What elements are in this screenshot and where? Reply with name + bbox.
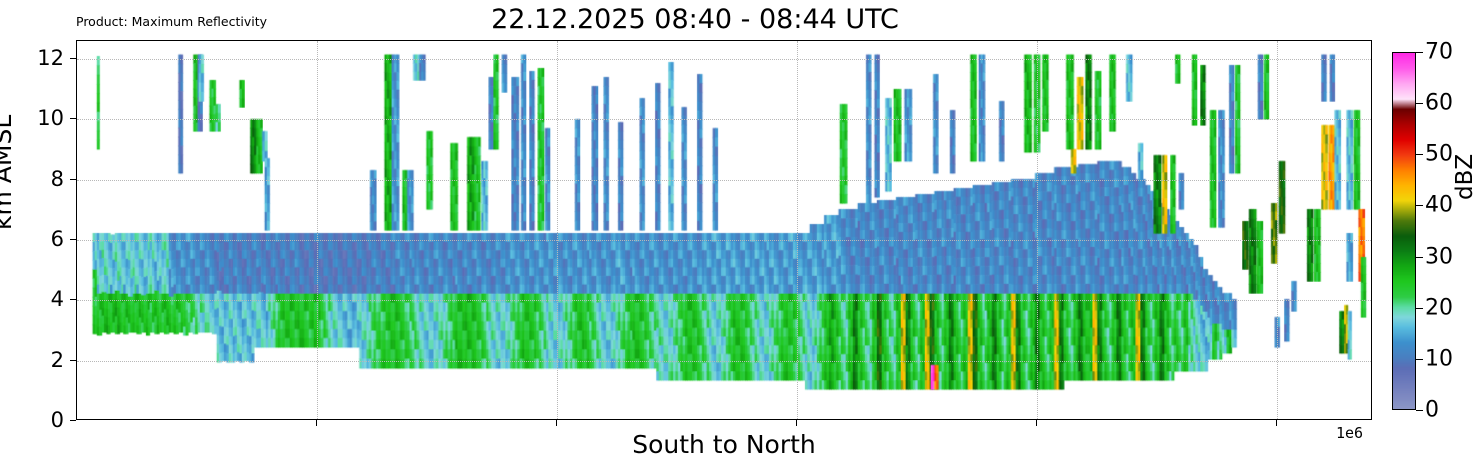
x-axis-tick-mark: [1036, 420, 1037, 426]
gridline-horizontal: [77, 300, 1371, 302]
colorbar-gradient: [1392, 52, 1416, 410]
colorbar-tick-mark: [1416, 256, 1423, 258]
y-axis-label: km AMSL: [0, 114, 17, 230]
product-annotation: Product: Maximum Reflectivity: [76, 14, 268, 29]
gridline-horizontal: [77, 240, 1371, 242]
y-axis-tick-label: 2: [50, 347, 64, 372]
y-axis-tick-label: 10: [37, 106, 64, 131]
y-axis-tick-label: 12: [37, 46, 64, 71]
reflectivity-heatmap: [77, 41, 1371, 419]
y-axis-tick-mark: [70, 178, 76, 180]
gridline-vertical: [797, 41, 798, 419]
gridline-vertical: [1037, 41, 1038, 419]
gridline-vertical: [1277, 41, 1278, 419]
colorbar-tick-label: 10: [1425, 346, 1453, 372]
y-axis-tick-mark: [70, 299, 76, 301]
y-axis-tick-label: 0: [50, 408, 64, 432]
gridline-horizontal: [77, 59, 1371, 61]
y-axis-tick-label: 8: [50, 166, 64, 191]
y-axis-tick-mark: [70, 359, 76, 361]
colorbar: [1392, 52, 1416, 410]
y-axis-tick-mark: [70, 420, 76, 421]
colorbar-tick-label: 50: [1425, 141, 1453, 167]
colorbar-tick-mark: [1416, 358, 1423, 360]
y-axis-tick-mark: [70, 118, 76, 120]
chart-title: 22.12.2025 08:40 - 08:44 UTC: [491, 4, 899, 35]
gridline-vertical: [557, 41, 558, 419]
gridline-vertical: [317, 41, 318, 419]
gridline-horizontal: [77, 119, 1371, 121]
x-axis-exponent: 1e6: [1336, 424, 1364, 442]
x-axis-tick-mark: [796, 420, 797, 426]
plot-area: [76, 40, 1372, 420]
colorbar-tick-label: 60: [1425, 90, 1453, 116]
colorbar-tick-mark: [1416, 52, 1423, 53]
y-axis-tick-mark: [70, 58, 76, 60]
x-axis-tick-mark: [316, 420, 317, 426]
y-axis-tick-label: 6: [50, 227, 64, 252]
y-axis-tick-mark: [70, 239, 76, 241]
x-axis-label: South to North: [632, 430, 816, 459]
gridline-horizontal: [77, 360, 1371, 362]
gridline-horizontal: [77, 179, 1371, 181]
x-axis-tick-mark: [1276, 420, 1277, 426]
x-axis-tick-mark: [556, 420, 557, 426]
colorbar-tick-mark: [1416, 410, 1423, 411]
colorbar-tick-label: 30: [1425, 244, 1453, 270]
colorbar-tick-label: 0: [1425, 397, 1439, 423]
colorbar-tick-label: 20: [1425, 295, 1453, 321]
colorbar-tick-mark: [1416, 154, 1423, 156]
y-axis-tick-label: 4: [50, 287, 64, 312]
colorbar-tick-label: 40: [1425, 192, 1453, 218]
colorbar-tick-mark: [1416, 307, 1423, 309]
colorbar-tick-label: 70: [1425, 39, 1453, 65]
colorbar-label: dBZ: [1452, 153, 1478, 200]
colorbar-tick-mark: [1416, 205, 1423, 207]
colorbar-tick-mark: [1416, 103, 1423, 105]
